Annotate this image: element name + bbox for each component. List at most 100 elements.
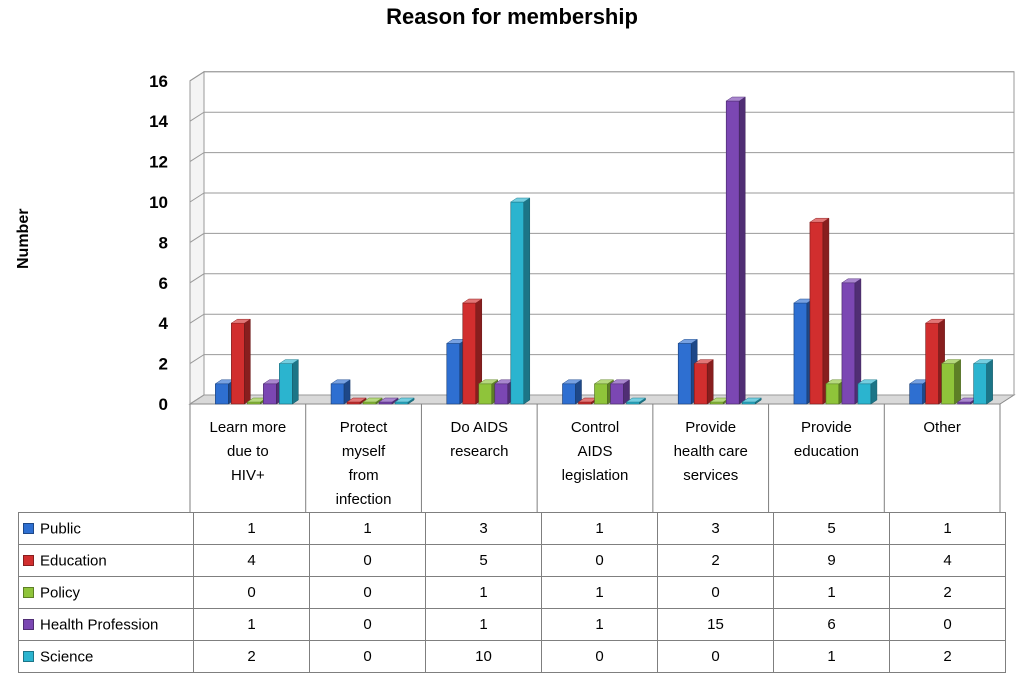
bar	[278, 359, 300, 405]
data-label: 0	[541, 640, 658, 673]
legend-label: Public	[40, 520, 81, 538]
bar	[741, 397, 763, 405]
legend-entry: Health Profession	[18, 608, 194, 641]
bar	[693, 359, 715, 405]
bar	[509, 197, 531, 405]
data-label: 2	[889, 576, 1006, 609]
bar	[809, 217, 830, 405]
data-label: 6	[773, 608, 890, 641]
bar	[924, 318, 946, 405]
bar	[362, 397, 383, 405]
bar	[330, 379, 351, 405]
bar	[346, 397, 367, 405]
data-label: 0	[309, 608, 426, 641]
legend-swatch	[23, 651, 34, 663]
data-label: 15	[657, 608, 774, 641]
data-label: 1	[541, 576, 658, 609]
data-table: Public 1 1 3 1 3 5 1 Education 4 0 5 0 2 9 4 Policy 0 0 1 1 0…	[18, 512, 1006, 673]
data-label: 1	[193, 608, 310, 641]
data-label: 1	[773, 640, 890, 673]
legend-swatch	[23, 619, 34, 631]
y-tick-label: 16	[149, 72, 168, 91]
legend-entry: Policy	[18, 576, 194, 609]
bar	[825, 379, 846, 405]
y-tick-label: 14	[149, 112, 168, 131]
data-label: 1	[541, 608, 658, 641]
x-tick-label: from	[349, 467, 379, 484]
x-tick-label: Control	[571, 419, 619, 436]
data-label: 5	[773, 512, 890, 545]
data-label: 5	[425, 544, 542, 577]
data-label: 0	[541, 544, 658, 577]
legend-label: Science	[40, 648, 94, 666]
y-tick-label: 12	[149, 153, 168, 172]
legend-label: Health Profession	[40, 616, 159, 634]
data-label: 0	[193, 576, 310, 609]
data-label: 0	[657, 576, 774, 609]
data-label: 1	[425, 576, 542, 609]
data-label: 9	[773, 544, 890, 577]
data-label: 0	[309, 640, 426, 673]
data-label: 0	[309, 544, 426, 577]
x-tick-label: research	[450, 443, 508, 460]
y-tick-label: 0	[159, 395, 168, 414]
table-row: Public 1 1 3 1 3 5 1	[18, 512, 1006, 545]
table-row: Science 2 0 10 0 0 1 2	[18, 640, 1006, 673]
x-tick-label: infection	[336, 491, 392, 508]
x-tick-label: legislation	[562, 467, 629, 484]
x-tick-label: HIV+	[231, 467, 265, 484]
data-label: 10	[425, 640, 542, 673]
data-label: 1	[889, 512, 1006, 545]
bar	[378, 397, 399, 405]
table-row: Health Profession 1 0 1 1 15 6 0	[18, 608, 1006, 641]
legend-label: Education	[40, 552, 107, 570]
data-label: 1	[773, 576, 890, 609]
bar	[940, 359, 962, 405]
data-label: 2	[889, 640, 1006, 673]
data-label: 1	[193, 512, 310, 545]
bar	[609, 379, 631, 405]
data-label: 1	[309, 512, 426, 545]
bar	[725, 96, 747, 405]
y-tick-label: 10	[149, 193, 168, 212]
data-label: 0	[309, 576, 426, 609]
y-tick-label: 4	[159, 314, 169, 333]
legend-swatch	[23, 587, 34, 599]
legend-entry: Education	[18, 544, 194, 577]
data-label: 4	[889, 544, 1006, 577]
data-label: 4	[193, 544, 310, 577]
data-label: 0	[657, 640, 774, 673]
bar	[625, 397, 647, 405]
data-label: 0	[889, 608, 1006, 641]
data-label: 1	[541, 512, 658, 545]
data-label: 1	[425, 608, 542, 641]
chart-plot: 0 2 4 6 8 10 12 14 16 Learn more due to HIV+ Protect…	[149, 70, 1016, 512]
x-tick-label: health care	[674, 443, 748, 460]
x-tick-label: Provide	[685, 419, 736, 436]
x-tick-label: Do AIDS	[451, 419, 509, 436]
y-tick-label: 6	[159, 274, 168, 293]
x-tick-label: education	[794, 443, 859, 460]
data-label: 3	[425, 512, 542, 545]
x-tick-label: Other	[923, 419, 961, 436]
x-tick-label: Learn more	[209, 419, 286, 436]
x-tick-label: due to	[227, 443, 269, 460]
x-tick-label: AIDS	[577, 443, 612, 460]
legend-swatch	[23, 523, 34, 535]
y-tick-label: 2	[159, 355, 168, 374]
bar	[230, 318, 252, 405]
bar	[561, 379, 583, 405]
chart-title: Reason for membership	[386, 4, 638, 29]
data-label: 3	[657, 512, 774, 545]
table-row: Policy 0 0 1 1 0 1 2	[18, 576, 1006, 609]
data-label: 2	[193, 640, 310, 673]
legend-entry: Science	[18, 640, 194, 673]
data-label: 2	[657, 544, 774, 577]
bar	[461, 298, 483, 405]
legend-label: Policy	[40, 584, 81, 602]
x-tick-label: services	[683, 467, 738, 484]
x-tick-label: Provide	[801, 419, 852, 436]
bar	[972, 359, 994, 405]
gridline	[189, 71, 1014, 82]
legend-swatch	[23, 555, 34, 567]
